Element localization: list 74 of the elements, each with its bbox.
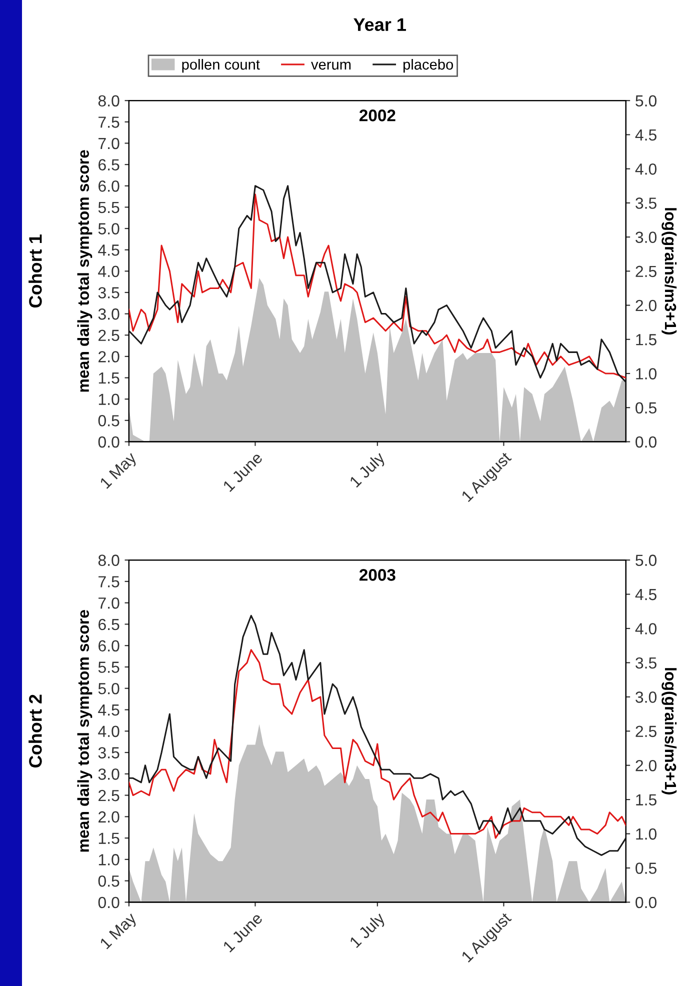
y-tick-label: 0.5 <box>98 415 120 426</box>
y-tick-label: 7.0 <box>98 597 120 609</box>
y2-tick-label: 1.5 <box>636 334 656 346</box>
x-tick-label: 1 July <box>348 911 388 950</box>
y2-tick-label: 0.0 <box>636 436 657 448</box>
y2-tick-label: 2.5 <box>636 266 656 278</box>
y-tick-label: 1.0 <box>98 854 120 866</box>
y-tick-label: 0.0 <box>98 896 120 908</box>
y2-tick-label: 4.0 <box>635 163 657 175</box>
y-tick-label: 8.0 <box>98 554 120 566</box>
y-tick-label: 4.5 <box>98 244 120 256</box>
y-tick-label: 5.5 <box>98 662 120 673</box>
y2-tick-label: 4.5 <box>635 129 656 141</box>
y-axis-title: mean daily total symptom score <box>77 150 92 392</box>
legend-label: verum <box>311 62 351 70</box>
y-tick-label: 7.0 <box>98 138 120 150</box>
y2-tick-label: 2.5 <box>636 726 656 738</box>
y-tick-label: 0.5 <box>98 875 120 887</box>
y2-tick-label: 3.5 <box>636 198 656 209</box>
y-tick-label: 2.5 <box>98 790 120 802</box>
chart-title: 2003 <box>359 569 396 581</box>
y-tick-label: 3.0 <box>98 768 120 780</box>
y2-tick-label: 2.0 <box>636 760 657 772</box>
y2-tick-label: 4.0 <box>635 623 657 634</box>
y-tick-label: 6.5 <box>98 618 120 630</box>
y-tick-label: 1.5 <box>98 832 120 844</box>
y2-tick-label: 5.0 <box>636 554 657 566</box>
y2-axis-title: log(grains/m3+1) <box>662 208 677 334</box>
legend-label: pollen count <box>182 58 260 73</box>
x-tick-label: 1 July <box>348 450 388 490</box>
y2-tick-label: 0.5 <box>636 402 656 414</box>
x-tick-label: 1 May <box>99 451 140 492</box>
y2-tick-label: 1.0 <box>636 828 657 840</box>
y-tick-label: 6.0 <box>98 180 120 192</box>
y-tick-label: 5.5 <box>98 202 120 214</box>
y2-tick-label: 3.0 <box>636 692 657 703</box>
y-tick-label: 0.0 <box>98 436 120 448</box>
y2-axis-title: log(grains/m3+1) <box>662 668 677 794</box>
y-tick-label: 5.0 <box>98 223 120 234</box>
y-tick-label: 1.0 <box>98 394 120 406</box>
y-tick-label: 4.0 <box>98 266 120 278</box>
text: Cohort 2 <box>28 694 42 768</box>
line-series <box>128 614 626 856</box>
y-tick-label: 3.5 <box>98 287 120 298</box>
line-series <box>128 649 626 839</box>
legend-label: placebo <box>403 58 454 73</box>
y-tick-label: 3.5 <box>98 747 120 758</box>
y2-tick-label: 0.0 <box>636 896 657 908</box>
y-tick-label: 7.5 <box>98 576 120 588</box>
chart-title: 2002 <box>359 110 396 122</box>
y2-tick-label: 1.0 <box>636 368 657 380</box>
y2-tick-label: 0.5 <box>636 862 656 874</box>
y-axis-title: mean daily total symptom score <box>77 610 92 852</box>
y-tick-label: 4.0 <box>98 726 120 738</box>
y-tick-label: 3.0 <box>98 308 120 320</box>
y2-tick-label: 2.0 <box>636 300 657 312</box>
y-tick-label: 2.0 <box>98 811 120 823</box>
x-tick-label: 1 May <box>99 912 140 952</box>
y2-tick-label: 3.0 <box>636 232 657 243</box>
text: Year 1 <box>354 18 406 32</box>
y2-tick-label: 3.5 <box>636 657 656 669</box>
y-tick-label: 6.5 <box>98 159 120 170</box>
y-tick-label: 4.5 <box>98 704 120 716</box>
y-tick-label: 6.0 <box>98 640 120 652</box>
y-tick-label: 7.5 <box>98 116 120 128</box>
y-tick-label: 5.0 <box>98 682 120 694</box>
y-tick-label: 8.0 <box>98 95 120 107</box>
y-tick-label: 2.5 <box>98 330 120 342</box>
y-tick-label: 2.0 <box>98 351 120 362</box>
text: Cohort 1 <box>28 234 42 308</box>
y2-tick-label: 1.5 <box>636 794 656 806</box>
y2-tick-label: 5.0 <box>636 95 657 107</box>
y-tick-label: 1.5 <box>98 372 120 384</box>
y2-tick-label: 4.5 <box>635 589 656 600</box>
